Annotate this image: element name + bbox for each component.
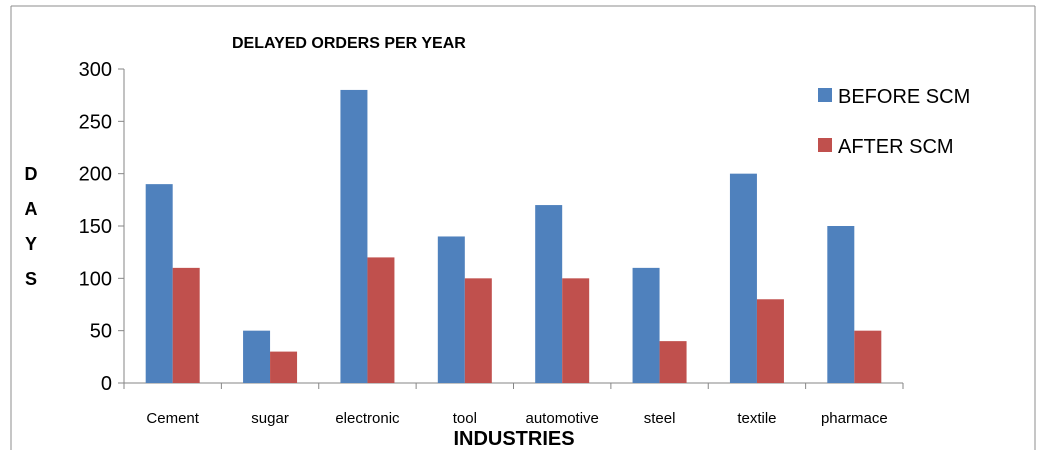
chart-title: DELAYED ORDERS PER YEAR: [232, 35, 466, 52]
bar-before-scm: [243, 330, 271, 383]
x-tick-label: automotive: [526, 410, 599, 427]
bar-after-scm: [562, 278, 590, 383]
x-tick-label: sugar: [251, 410, 289, 427]
x-tick-label: steel: [644, 410, 676, 427]
legend-swatch: [818, 88, 832, 102]
bar-after-scm: [464, 278, 492, 383]
y-tick-label: 100: [79, 268, 112, 290]
x-tick-label: Cement: [146, 410, 199, 427]
x-axis-label: INDUSTRIES: [453, 428, 574, 450]
x-axis-ticks: Cement sugar electronic tool automotive steel…: [123, 383, 904, 427]
bar-before-scm: [535, 205, 563, 383]
y-axis-label-letter: D: [25, 164, 38, 184]
bar-before-scm: [827, 226, 855, 383]
bar-before-scm: [729, 173, 757, 383]
legend-label: BEFORE SCM: [838, 86, 970, 108]
bar-before-scm: [437, 236, 465, 383]
x-tick-label: tool: [453, 410, 477, 427]
y-axis-ticks: 0 50 100 150 200 250 300: [79, 59, 124, 395]
bar-before-scm: [632, 267, 660, 383]
legend-swatch: [818, 138, 832, 152]
bar-after-scm: [172, 267, 200, 383]
legend-label: AFTER SCM: [838, 136, 954, 158]
bar-after-scm: [367, 257, 395, 383]
y-tick-label: 250: [79, 111, 112, 133]
bar-after-scm: [756, 299, 784, 383]
y-tick-label: 300: [79, 59, 112, 81]
bar-before-scm: [340, 89, 368, 383]
y-axis-label-letter: S: [25, 269, 37, 289]
bar-after-scm: [659, 341, 687, 383]
bar-after-scm: [270, 351, 298, 383]
y-tick-label: 0: [101, 373, 112, 395]
bars: [145, 89, 882, 383]
bar-before-scm: [145, 184, 173, 383]
x-tick-label: pharmace: [821, 410, 888, 427]
y-tick-label: 200: [79, 164, 112, 186]
bar-after-scm: [854, 330, 882, 383]
y-tick-label: 150: [79, 216, 112, 238]
x-tick-label: textile: [737, 410, 776, 427]
y-axis-label-letter: Y: [25, 234, 37, 254]
y-axis-label-letter: A: [25, 199, 38, 219]
y-tick-label: 50: [90, 321, 112, 343]
x-tick-label: electronic: [335, 410, 400, 427]
legend: BEFORE SCM AFTER SCM: [818, 86, 970, 158]
